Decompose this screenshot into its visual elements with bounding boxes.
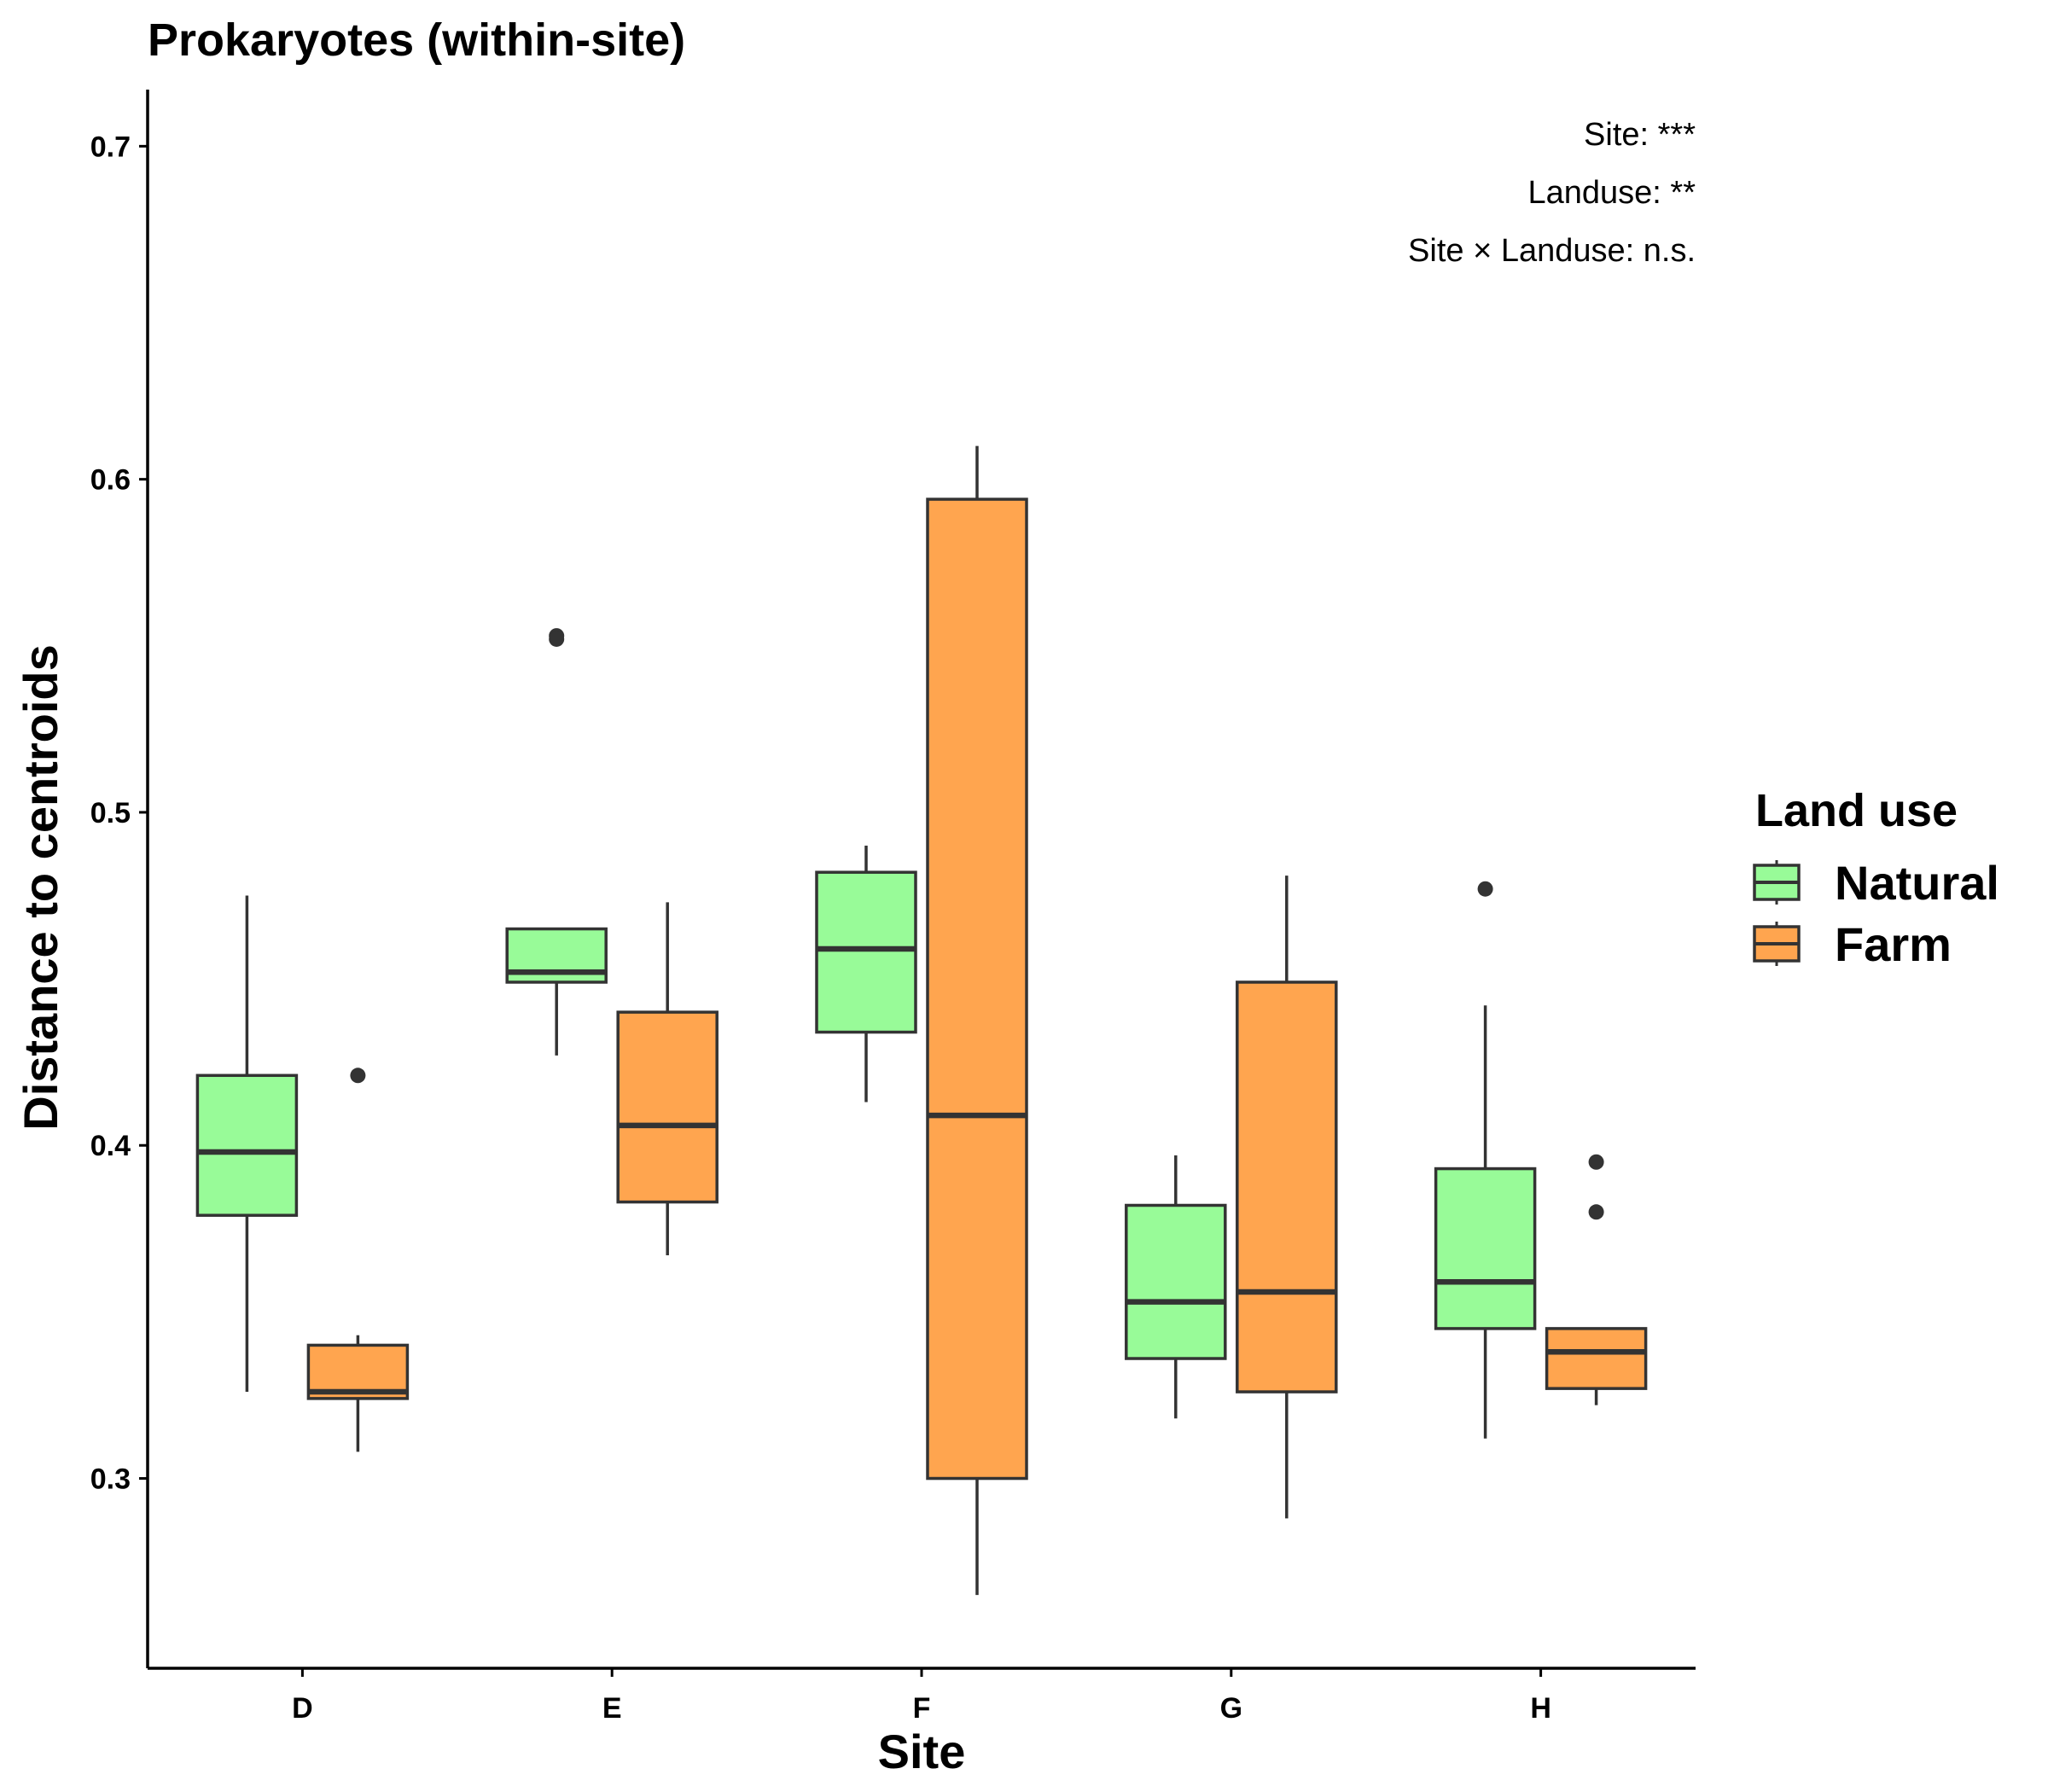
box-natural-E (505, 628, 608, 1056)
legend-title: Land use (1755, 785, 1958, 836)
chart-title: Prokaryotes (within-site) (148, 15, 685, 66)
box-iqr (1434, 1167, 1537, 1330)
significance-annotations: Site: *** Landuse: ** Site × Landuse: n.… (1408, 117, 1696, 269)
y-tick-label: 0.5 (90, 797, 131, 829)
y-axis: 0.3 0.4 0.5 0.6 0.7 (90, 90, 149, 1668)
box-natural-D (195, 895, 299, 1393)
box-iqr (815, 870, 917, 1034)
box-farm-D (306, 1068, 410, 1452)
x-tick-label: H (1530, 1692, 1551, 1725)
outlier-point (1477, 881, 1493, 897)
box-iqr (926, 497, 1028, 1481)
y-tick-label: 0.6 (90, 464, 131, 497)
box-iqr (1545, 1327, 1648, 1390)
outlier-point (549, 631, 565, 647)
legend-key-farm (1753, 922, 1801, 966)
legend: Land use Natural Farm (1753, 785, 1999, 971)
box-iqr (1125, 1203, 1227, 1360)
outlier-point (1588, 1154, 1604, 1170)
y-tick-label: 0.7 (90, 131, 131, 163)
box-iqr (616, 1010, 719, 1204)
box-natural-H (1434, 881, 1537, 1439)
x-tick-label: D (292, 1692, 313, 1725)
box-farm-H (1545, 1154, 1648, 1405)
box-iqr (1236, 980, 1338, 1393)
legend-key-natural (1753, 860, 1801, 905)
box-farm-F (926, 445, 1028, 1596)
annotation-site: Site: *** (1584, 117, 1696, 153)
box-iqr (195, 1073, 299, 1217)
annotation-interaction: Site × Landuse: n.s. (1408, 233, 1696, 269)
box-natural-G (1125, 1155, 1227, 1419)
box-farm-E (616, 902, 719, 1256)
legend-label: Natural (1835, 856, 1999, 910)
box-farm-G (1236, 876, 1338, 1519)
box-natural-F (815, 845, 917, 1103)
boxplot-marks (195, 445, 1648, 1596)
y-tick-label: 0.3 (90, 1463, 131, 1496)
x-tick-label: F (913, 1692, 931, 1725)
x-axis: D E F G H (148, 1667, 1696, 1725)
y-tick-label: 0.4 (90, 1130, 131, 1162)
x-tick-label: G (1220, 1692, 1242, 1725)
outlier-point (350, 1068, 366, 1084)
x-tick-label: E (602, 1692, 622, 1725)
x-axis-title: Site (878, 1725, 966, 1778)
legend-label: Farm (1835, 917, 1952, 971)
y-axis-title: Distance to centroids (14, 644, 67, 1130)
annotation-landuse: Landuse: ** (1528, 175, 1696, 211)
outlier-point (1588, 1204, 1604, 1220)
